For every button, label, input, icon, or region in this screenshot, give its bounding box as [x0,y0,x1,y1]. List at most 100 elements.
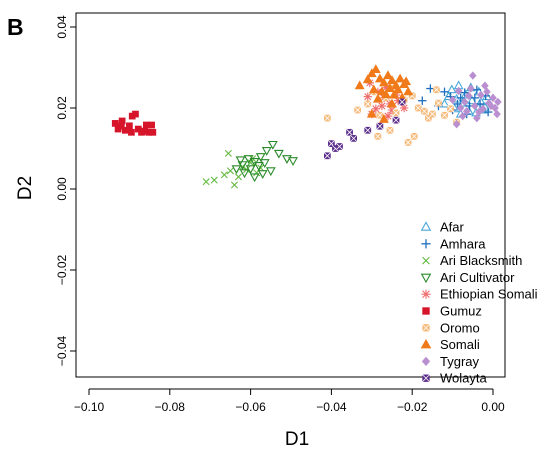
data-point [273,149,284,159]
data-point [257,170,268,179]
data-points [111,64,502,189]
data-point [282,155,292,164]
data-point [230,181,238,189]
data-point [323,152,332,160]
data-point [389,89,399,99]
legend-label: Somali [440,337,480,352]
legend-label: Afar [440,220,465,235]
data-point [475,107,483,117]
y-tick-label: 0.04 [55,15,69,39]
data-point [362,74,373,84]
x-tick-label: −0.02 [397,400,428,414]
legend-entry: Amhara [421,236,486,251]
data-point [483,107,493,117]
data-point [202,178,210,186]
legend-entry: Oromo [422,320,480,335]
data-point [376,86,387,96]
legend-symbol [421,239,431,249]
legend-symbol [421,356,431,366]
data-point [231,165,242,175]
data-point [210,176,218,184]
data-point [458,111,467,121]
data-point [376,122,384,130]
data-point [464,91,473,101]
data-point [462,107,471,116]
legend-symbol [422,256,430,265]
data-point [385,83,395,93]
x-axis-title: D1 [285,429,309,450]
legend-label: Ethiopian Somali [440,287,538,302]
data-point [392,109,400,117]
data-point [143,121,150,129]
data-point [245,165,256,175]
data-point [489,93,497,103]
legend-symbol [421,289,431,299]
data-point [467,95,477,105]
legend-label: Wolayta [440,371,487,386]
data-point [117,122,125,130]
data-point [440,87,449,96]
data-point [259,159,270,169]
series-gumuz [111,110,157,136]
data-point [111,120,119,127]
x-tick-label: −0.06 [235,400,266,414]
data-point [387,75,397,84]
data-point [374,132,382,140]
data-point [364,100,372,108]
data-point [265,167,276,177]
data-point [220,171,228,179]
data-point [494,97,502,107]
data-point [393,84,403,94]
data-point [448,95,457,105]
legend-symbol [420,338,432,349]
data-point [472,85,482,94]
data-point [224,149,232,157]
data-point [398,98,406,106]
legend-entry: Somali [420,337,480,352]
legend-symbol [420,273,432,284]
data-point [132,110,139,118]
data-point [288,157,298,166]
legend-label: Tygray [440,354,480,369]
data-point [368,84,379,94]
data-point [118,117,126,125]
data-point [475,99,485,109]
data-point [395,73,406,83]
data-point [122,126,129,134]
data-point [392,116,400,124]
data-point [247,159,255,167]
legend-label: Oromo [440,320,480,335]
data-point [493,109,501,119]
legend-entry: Ethiopian Somali [421,287,538,302]
data-point [487,101,495,111]
legend-entry: Ari Blacksmith [422,253,522,268]
data-point [349,134,358,143]
data-point [439,98,450,108]
legend-entry: Afar [420,220,465,235]
legend-entry: Tygray [421,354,480,369]
data-point [354,80,365,90]
data-point [370,64,381,74]
series-wolayta [323,98,406,160]
series-ari-cultivator [231,140,298,183]
data-point [424,114,433,122]
data-point [126,122,133,130]
data-point [401,76,412,86]
legend-symbol [422,307,430,315]
data-point [470,93,480,103]
data-point [467,84,475,93]
data-point [145,128,153,136]
data-point [432,86,441,94]
data-point [460,97,469,107]
data-point [456,103,465,113]
data-point [148,121,155,129]
legend-symbol [420,221,432,231]
data-point [460,88,469,97]
data-point [267,140,278,150]
data-point [374,73,385,83]
data-point [253,162,264,171]
data-point [345,128,354,136]
series-tygray [448,71,502,129]
data-point [453,99,462,109]
